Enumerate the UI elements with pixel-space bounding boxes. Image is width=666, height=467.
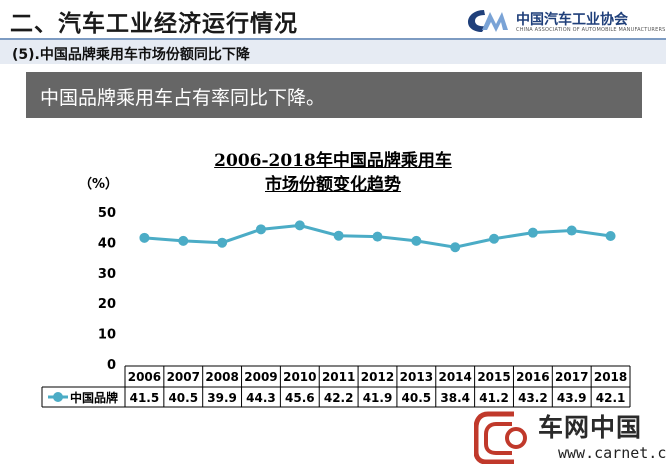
watermark-url: www.carnet.cn <box>558 444 666 462</box>
data-point <box>411 235 422 246</box>
data-point <box>489 233 500 244</box>
data-point <box>294 220 305 231</box>
x-tick-label: 2010 <box>283 370 316 384</box>
y-tick-label: 30 <box>98 267 116 282</box>
data-point <box>333 230 344 241</box>
watermark: 车网中国 www.carnet.cn <box>472 406 666 467</box>
data-point <box>139 232 150 243</box>
chart-title-line2: 市场份额变化趋势 <box>265 175 401 195</box>
data-point <box>178 235 189 246</box>
x-tick-label: 2016 <box>516 370 549 384</box>
x-tick-label: 2014 <box>438 370 471 384</box>
summary-banner-text: 中国品牌乘用车占有率同比下降。 <box>40 87 326 109</box>
table-value: 41.2 <box>479 391 509 405</box>
summary-banner: 中国品牌乘用车占有率同比下降。 <box>26 72 642 118</box>
subtitle-bar <box>0 40 666 64</box>
watermark-text: 车网中国 <box>538 413 643 442</box>
caam-logo-icon <box>468 10 508 32</box>
legend-label: 中国品牌 <box>70 390 118 405</box>
logo-text-en: CHINA ASSOCIATION OF AUTOMOBILE MANUFACT… <box>516 27 666 33</box>
x-tick-label: 2017 <box>555 370 588 384</box>
data-point <box>255 224 266 235</box>
y-tick-label: 50 <box>98 206 116 221</box>
data-point <box>605 231 616 242</box>
table-value: 41.5 <box>130 391 160 405</box>
table-value: 42.2 <box>324 391 354 405</box>
y-tick-label: 40 <box>98 236 116 251</box>
x-tick-label: 2007 <box>167 370 200 384</box>
table-value: 38.4 <box>440 391 470 405</box>
x-tick-label: 2015 <box>477 370 510 384</box>
table-value: 40.5 <box>402 391 432 405</box>
x-tick-label: 2006 <box>128 370 161 384</box>
data-point <box>450 242 461 253</box>
x-tick-label: 2008 <box>205 370 238 384</box>
table-value: 42.1 <box>596 391 626 405</box>
chart-title-line1: 2006-2018年中国品牌乘用车 <box>214 151 452 171</box>
subtitle: (5).中国品牌乘用车市场份额同比下降 <box>12 47 250 63</box>
logo-text-cn: 中国汽车工业协会 <box>516 12 628 28</box>
table-value: 40.5 <box>168 391 198 405</box>
x-tick-label: 2012 <box>361 370 394 384</box>
data-point <box>527 227 538 238</box>
data-point <box>566 225 577 236</box>
carnet-logo-icon <box>474 411 527 464</box>
table-value: 41.9 <box>363 391 393 405</box>
table-value: 43.9 <box>557 391 587 405</box>
table-value: 39.9 <box>207 391 237 405</box>
x-tick-label: 2013 <box>400 370 433 384</box>
legend-marker <box>53 392 63 402</box>
table-value: 44.3 <box>246 391 276 405</box>
y-tick-label: 0 <box>107 358 116 373</box>
y-axis-label: （%） <box>79 176 118 192</box>
y-tick-label: 10 <box>98 328 116 343</box>
data-point <box>372 231 383 242</box>
x-tick-label: 2011 <box>322 370 355 384</box>
header-rule <box>0 38 666 40</box>
section-title: 二、汽车工业经济运行情况 <box>10 11 298 37</box>
x-tick-label: 2009 <box>244 370 277 384</box>
x-tick-label: 2018 <box>594 370 627 384</box>
caam-logo: 中国汽车工业协会 CHINA ASSOCIATION OF AUTOMOBILE… <box>466 6 666 36</box>
y-tick-label: 20 <box>98 297 116 312</box>
table-value: 43.2 <box>518 391 548 405</box>
data-point <box>217 237 228 248</box>
table-value: 45.6 <box>285 391 315 405</box>
